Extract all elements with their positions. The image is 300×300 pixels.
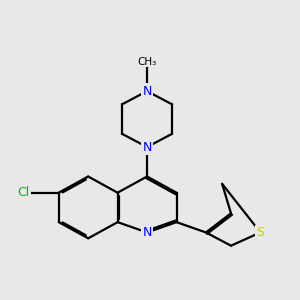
- Text: N: N: [142, 226, 152, 239]
- Text: Cl: Cl: [17, 186, 29, 199]
- Text: N: N: [142, 141, 152, 154]
- Text: S: S: [256, 226, 264, 239]
- Text: N: N: [142, 85, 152, 98]
- Text: CH₃: CH₃: [137, 57, 157, 67]
